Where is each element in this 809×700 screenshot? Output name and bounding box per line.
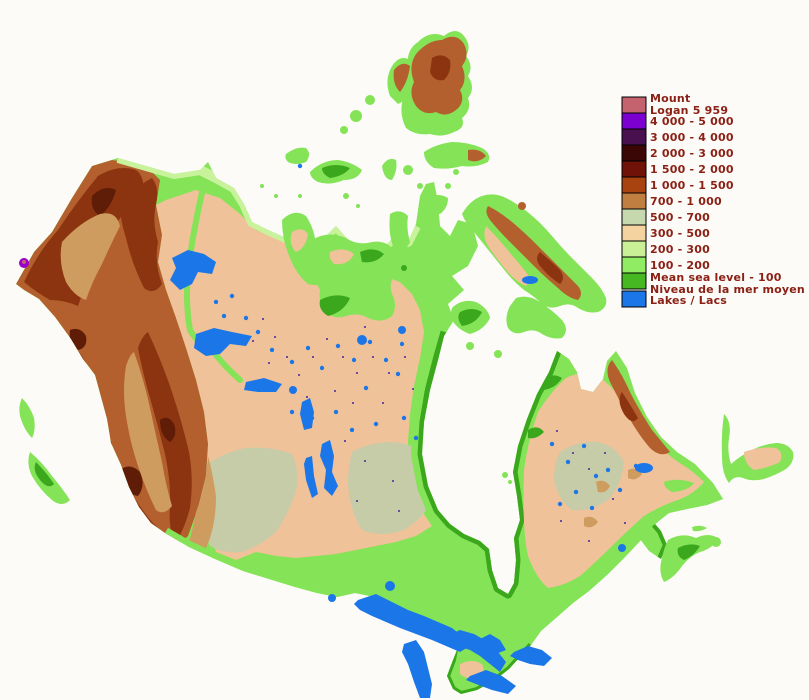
legend-label-700-1000: 700 - 1 000 — [650, 195, 722, 208]
legend-swatch-lakes — [621, 290, 647, 308]
reindeer-lake — [300, 398, 314, 430]
interior-plateaus — [60, 213, 216, 554]
legend-label-200-300: 200 - 300 — [650, 243, 710, 256]
lake-winnipegosis — [304, 456, 318, 498]
legend-label-logan: Logan 5 959 — [650, 104, 728, 117]
sverdrup-island-b — [365, 95, 375, 105]
lake-athabasca — [244, 378, 282, 392]
legend-swatch-3000-4000 — [621, 128, 647, 146]
sverdrup-island-c — [340, 126, 348, 134]
laurentian-hills — [584, 468, 642, 528]
island-lowland-patches — [319, 165, 482, 326]
arctic-islands — [260, 31, 607, 484]
devon-island — [424, 142, 490, 169]
legend-swatch-4000-5000 — [621, 112, 647, 130]
small-lakes — [213, 163, 639, 511]
lake-michigan — [402, 640, 432, 698]
prince-patrick-island — [285, 147, 309, 164]
dubawnt-lake — [357, 335, 367, 345]
cornwallis-island — [403, 165, 413, 175]
mount-logan-summit — [22, 260, 26, 264]
elevation-legend: Mount Logan 5 959 4 000 - 5 000 3 000 - … — [621, 92, 805, 308]
lake-ontario — [510, 646, 552, 666]
legend-swatch-700-1000 — [621, 192, 647, 210]
shield-speckles — [252, 318, 626, 542]
lake-huron — [446, 630, 506, 672]
devon-mountains — [468, 149, 486, 162]
ungava-coast-patches — [528, 375, 562, 439]
anticosti-island — [664, 479, 694, 492]
legend-swatches — [621, 96, 647, 308]
quebec-sage — [554, 441, 624, 511]
island-plateau-patches — [290, 226, 529, 286]
somerset-island — [428, 195, 448, 214]
legend-label-3000-4000: 3 000 - 4 000 — [650, 131, 734, 144]
great-bear-lake — [170, 250, 216, 290]
island-mountain-cores — [430, 55, 563, 284]
legend-label-mount: Mount — [650, 92, 690, 105]
legend-swatch-300-500 — [621, 224, 647, 242]
baker-lake — [398, 326, 406, 334]
lake-winnipeg — [320, 440, 338, 496]
legend-swatch-1000-1500 — [621, 176, 647, 194]
nova-scotia — [660, 535, 718, 582]
lakes — [170, 163, 653, 698]
baffin-south-lobe — [506, 296, 566, 339]
torngat-core — [619, 392, 638, 422]
lake-erie — [466, 670, 516, 694]
mackenzie-mountains — [120, 178, 162, 292]
mackenzie-valley — [184, 173, 243, 383]
great-slave-lake — [194, 328, 252, 356]
legend-label-1000-1500: 1 000 - 1 500 — [650, 179, 734, 192]
lac-saint-jean — [618, 544, 626, 552]
coats-island — [466, 342, 474, 350]
legend-swatch-mount-logan — [621, 96, 647, 114]
legend-label-2000-3000: 2 000 - 3 000 — [650, 147, 734, 160]
legend-label-sea-level-en: Mean sea level - 100 — [650, 271, 782, 284]
legend-label-1500-2000: 1 500 - 2 000 — [650, 163, 734, 176]
legend-labels: Mount Logan 5 959 4 000 - 5 000 3 000 - … — [650, 92, 805, 307]
prince-of-wales-island — [389, 211, 410, 250]
mansel-island — [494, 350, 502, 358]
coastal-island-patches — [34, 462, 700, 560]
cape-breton — [711, 537, 721, 547]
bathurst-island — [382, 158, 397, 180]
legend-swatch-500-700 — [621, 208, 647, 226]
bylot-island — [518, 202, 526, 210]
small-arctic-islets — [260, 169, 512, 484]
legend-swatch-100-200 — [621, 256, 647, 274]
axel-heiberg-mountains — [393, 63, 410, 92]
newfoundland-interior — [744, 447, 782, 470]
lake-nipigon — [385, 581, 395, 591]
wollaston-lake — [289, 386, 297, 394]
prairie-sage-region — [198, 447, 298, 553]
torngat-mountains — [607, 360, 670, 455]
smallwood-reservoir — [635, 463, 653, 473]
legend-swatch-1500-2000 — [621, 160, 647, 178]
lake-of-the-woods — [328, 594, 336, 602]
ontario-lowland-dark — [444, 638, 534, 694]
mount-logan-marker — [19, 258, 29, 268]
sverdrup-island-a — [350, 110, 362, 122]
legend-label-500-700: 500 - 700 — [650, 211, 710, 224]
haida-gwaii — [19, 398, 35, 438]
lake-superior — [354, 594, 470, 652]
legend-swatch-sea-level — [621, 272, 647, 290]
legend-label-100-200: 100 - 200 — [650, 259, 710, 272]
georgian-bay — [478, 634, 506, 654]
legend-label-lakes: Lakes / Lacs — [650, 294, 727, 307]
legend-swatch-2000-3000 — [621, 144, 647, 162]
nettilling-lake — [522, 276, 538, 284]
prince-edward-island — [692, 525, 707, 532]
legend-swatch-200-300 — [621, 240, 647, 258]
legend-label-sea-level-fr: Niveau de la mer moyen — [650, 283, 805, 296]
legend-label-4000-5000: 4 000 - 5 000 — [650, 115, 734, 128]
legend-label-300-500: 300 - 500 — [650, 227, 710, 240]
